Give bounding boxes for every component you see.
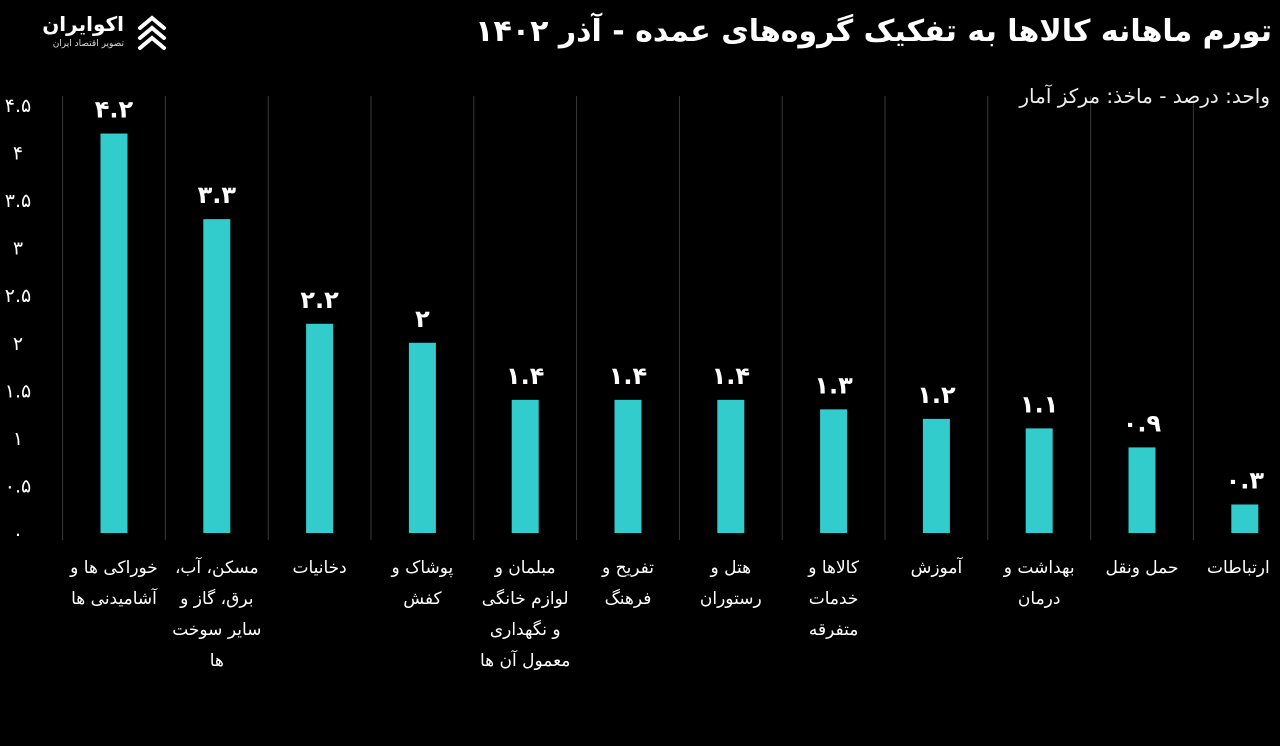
bar-value-label: ۳.۳ [198,181,237,209]
category-label: خوراکی ها و آشامیدنی ها [70,558,158,609]
category-label: هتل و رستوران [699,558,762,609]
y-tick-label: ۳.۵ [5,190,31,212]
bar [100,133,128,534]
category-label: آموزش [910,558,963,578]
y-tick-label: ۱ [13,428,23,450]
bar-value-label: ۴.۲ [95,96,134,124]
y-tick-label: ۲.۵ [5,285,31,307]
bar [922,418,950,533]
bar [820,409,848,533]
bar [511,399,539,533]
y-tick-label: ۳ [13,238,23,260]
logo-name: اکوایران [42,12,124,36]
y-tick-label: ۱.۵ [5,380,31,402]
bar [614,399,642,533]
brand-logo: اکوایران تصویر اقتصاد ایران [22,12,172,60]
category-label: تفریح و فرهنگ [601,558,655,609]
bar-value-label: ۱.۴ [609,362,647,390]
y-tick-label: ۰.۵ [5,475,31,497]
y-tick-label: ۴.۵ [5,95,31,117]
bar [1025,428,1053,533]
category-label: دخانیات [292,558,347,578]
category-label: کالاها و خدمات متفرقه [808,558,859,640]
bar [1128,447,1156,533]
bar [1231,504,1259,533]
bar-value-label: ۲.۲ [300,286,339,314]
bar-value-label: ۱.۳ [814,371,853,399]
category-label: بهداشت و درمان [1003,558,1075,609]
y-tick-label: ۰ [13,523,23,545]
bar-value-label: ۱.۴ [506,362,544,390]
category-label: ارتباطات [1207,558,1270,578]
category-label: حمل ونقل [1105,558,1179,578]
bar-value-label: ۲ [415,305,430,333]
bar-value-label: ۱.۲ [917,381,956,409]
bar [203,219,231,533]
bar-value-label: ۰.۹ [1123,409,1162,437]
bar-value-label: ۰.۳ [1226,466,1265,494]
bar [408,342,436,533]
chart-title: تورم ماهانه کالاها به تفکیک گروه‌های عمد… [475,14,1272,49]
logo-tagline: تصویر اقتصاد ایران [52,39,124,49]
bar [717,399,745,533]
y-tick-label: ۴ [13,143,23,165]
bar-value-label: ۱.۱ [1020,390,1058,418]
category-label: پوشاک و کفش [391,558,454,609]
ecoiran-logo-icon [138,15,166,50]
category-label: مسکن، آب، برق، گاز و سایر سوخت ها [172,558,262,671]
bar-value-label: ۱.۴ [712,362,750,390]
y-tick-label: ۲ [13,333,23,355]
bar [306,323,334,533]
chart-subtitle: واحد: درصد - ماخذ: مرکز آمار [1019,84,1270,108]
category-label: مبلمان و لوازم خانگی و نگهداری معمول آن … [479,558,571,671]
